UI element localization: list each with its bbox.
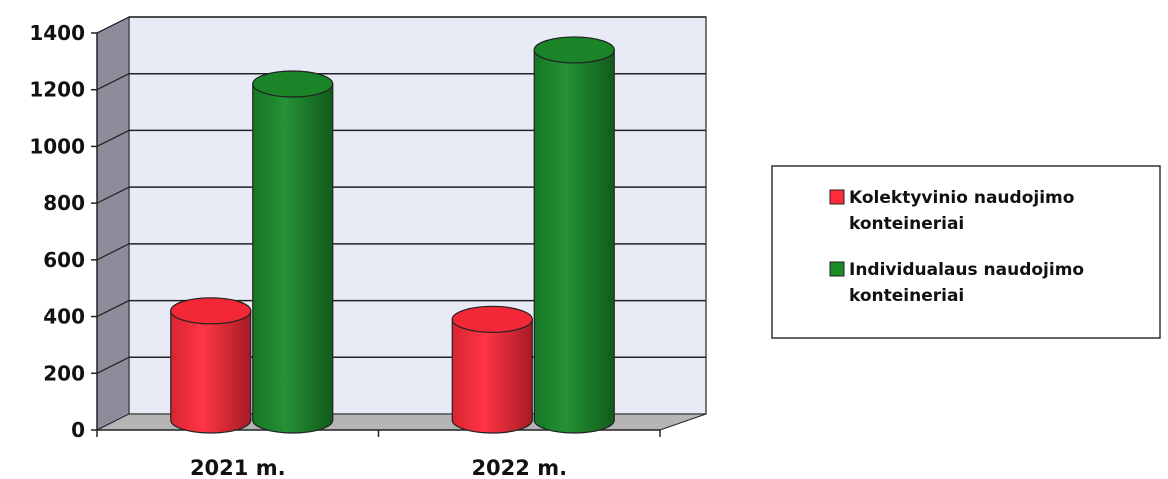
bar bbox=[533, 36, 615, 434]
gridline-side bbox=[96, 300, 130, 318]
bar-top bbox=[533, 36, 615, 64]
x-category-label: 2021 m. bbox=[190, 456, 286, 479]
legend-label: konteineriai bbox=[849, 286, 964, 306]
bar-body bbox=[252, 83, 334, 434]
legend-swatch bbox=[829, 261, 845, 277]
side-wall bbox=[96, 16, 130, 431]
legend bbox=[771, 165, 1161, 339]
y-tick-label: 0 bbox=[71, 418, 85, 442]
gridline-side bbox=[96, 129, 130, 147]
gridline-side bbox=[96, 356, 130, 374]
gridline-side bbox=[96, 73, 130, 91]
bar bbox=[451, 305, 533, 434]
bar-top bbox=[252, 70, 334, 98]
bar bbox=[170, 297, 252, 434]
bar-body bbox=[451, 318, 533, 434]
legend-swatch bbox=[829, 189, 845, 205]
bar-top bbox=[451, 305, 533, 333]
legend-label: Individualaus naudojimo bbox=[849, 260, 1084, 280]
bar-top bbox=[170, 297, 252, 325]
y-tick-label: 600 bbox=[43, 248, 85, 272]
x-category-label: 2022 m. bbox=[471, 456, 567, 479]
bar-body bbox=[170, 310, 252, 434]
y-tick-label: 200 bbox=[43, 361, 85, 385]
bar-body bbox=[533, 49, 615, 434]
y-tick-label: 800 bbox=[43, 191, 85, 215]
y-tick-label: 400 bbox=[43, 305, 85, 329]
gridline-side bbox=[96, 186, 130, 204]
gridline-side bbox=[96, 16, 130, 34]
legend-label: konteineriai bbox=[849, 214, 964, 234]
gridline-side bbox=[96, 243, 130, 261]
y-tick-label: 1400 bbox=[29, 21, 85, 45]
y-tick-label: 1200 bbox=[29, 78, 85, 102]
bar bbox=[252, 70, 334, 434]
y-tick-label: 1000 bbox=[29, 134, 85, 158]
legend-label: Kolektyvinio naudojimo bbox=[849, 188, 1074, 208]
